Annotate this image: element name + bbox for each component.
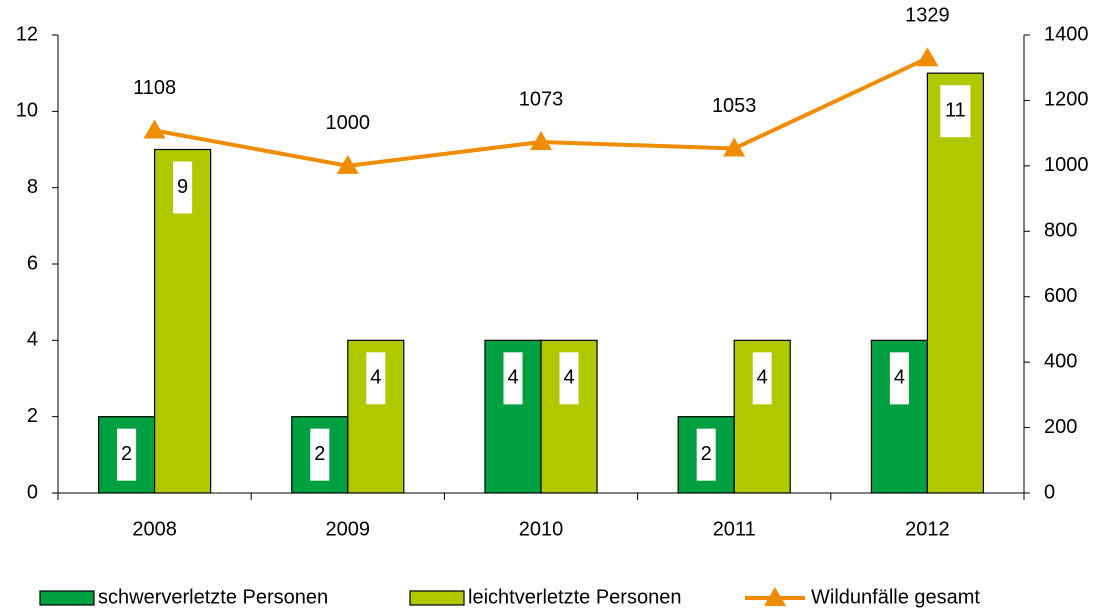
legend-swatch	[409, 590, 465, 606]
bar	[926, 72, 985, 494]
value-label: 4	[757, 367, 768, 389]
y-tick-label: 2	[27, 405, 38, 427]
x-tick-label: 2010	[519, 518, 564, 540]
value-label: 2	[121, 443, 132, 465]
value-label-bg	[503, 352, 523, 405]
y-tick-label: 10	[16, 100, 38, 122]
y2-tick-label: 0	[1044, 481, 1055, 503]
line-marker	[916, 47, 939, 67]
value-label: 1053	[712, 95, 757, 117]
y-tick-label: 4	[27, 329, 38, 351]
value-label-bg	[752, 352, 772, 405]
value-label: 1108	[133, 77, 176, 99]
value-label-bg	[173, 161, 193, 214]
value-label: 4	[563, 367, 574, 389]
value-label: 1073	[519, 88, 564, 110]
line-marker	[530, 130, 552, 150]
line-marker	[336, 154, 359, 174]
legend-swatch	[39, 590, 95, 606]
value-label: 4	[894, 367, 905, 389]
value-label-bg	[559, 352, 579, 405]
legend-label: Wildunfälle gesamt	[811, 586, 980, 608]
y2-tick-label: 400	[1044, 350, 1077, 372]
y2-tick-label: 1000	[1044, 154, 1089, 176]
value-label: 11	[945, 99, 966, 121]
y2-tick-label: 1200	[1044, 89, 1089, 111]
x-tick-label: 2009	[326, 518, 371, 540]
value-label-bg	[940, 85, 971, 138]
x-tick-label: 2008	[132, 518, 177, 540]
y2-tick-label: 800	[1044, 220, 1077, 242]
value-label-bg	[310, 428, 330, 481]
x-tick-label: 2011	[713, 518, 756, 540]
y-tick-label: 12	[16, 23, 38, 45]
line-marker	[143, 119, 166, 139]
y-tick-label: 0	[27, 481, 38, 503]
value-label: 2	[701, 443, 712, 465]
value-label: 2	[314, 443, 325, 465]
value-label-bg	[117, 428, 137, 481]
value-label-bg	[889, 352, 909, 405]
x-tick-label: 2012	[905, 518, 950, 540]
legend-label: schwerverletzte Personen	[98, 586, 328, 608]
line-marker	[723, 137, 746, 157]
value-label: 4	[507, 367, 518, 389]
value-label-bg	[696, 428, 716, 481]
y2-tick-label: 1400	[1044, 23, 1089, 45]
value-label: 1329	[905, 5, 950, 27]
legend-label: leichtverletzte Personen	[468, 586, 681, 608]
y-tick-label: 8	[27, 176, 38, 198]
y-tick-label: 6	[27, 252, 38, 274]
value-label: 1000	[326, 112, 371, 134]
y2-tick-label: 200	[1044, 416, 1077, 438]
value-label-bg	[366, 352, 386, 405]
legend-marker	[764, 587, 786, 606]
value-label: 4	[370, 367, 381, 389]
value-label: 9	[177, 176, 188, 198]
y2-tick-label: 600	[1044, 285, 1077, 307]
